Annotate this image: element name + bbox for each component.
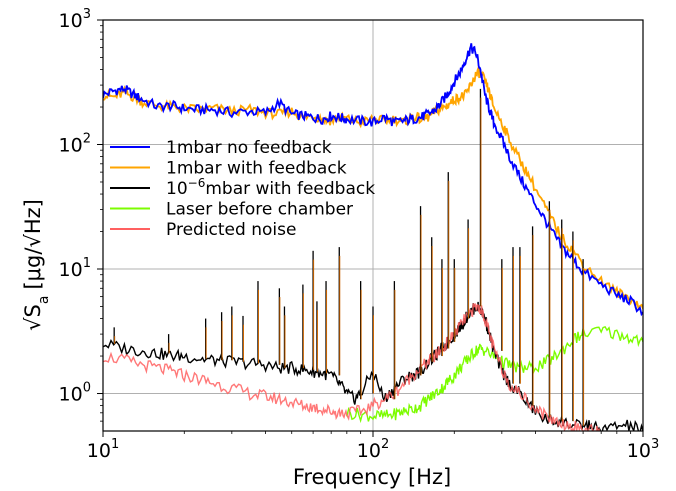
axis-ticks: 101 102 103 100 101 102 103: [59, 7, 660, 462]
y-axis-label-sub: a: [36, 296, 52, 305]
legend-label: Laser before chamber: [166, 200, 353, 220]
y-tick-label: 103: [59, 7, 91, 32]
y-tick-label: 102: [59, 132, 91, 157]
y-tick-label: 101: [59, 256, 91, 281]
series-layer: [103, 43, 643, 431]
series-line-4: [103, 303, 602, 431]
series-line-3: [346, 325, 643, 424]
x-tick-label: 102: [357, 437, 389, 462]
series-line-0: [103, 43, 643, 317]
x-axis-label: Frequency [Hz]: [293, 465, 451, 489]
legend-label: 1mbar no feedback: [166, 138, 332, 158]
y-axis-label-unit: [μg/√Hz]: [21, 199, 45, 289]
x-tick-label: 101: [87, 437, 119, 462]
y-axis-label-sqrt: √: [21, 317, 45, 331]
y-tick-label: 100: [59, 381, 91, 406]
svg-text:√Sa[μg/√Hz]: √Sa [μg/√Hz]: [21, 199, 52, 331]
legend-label: 1mbar with feedback: [166, 159, 347, 179]
legend-label: Predicted noise: [166, 220, 296, 240]
legend-label: 10−6mbar with feedback: [166, 176, 375, 199]
series-line-2: [103, 301, 643, 431]
x-tick-label: 103: [627, 437, 659, 462]
y-axis-label-s: S: [21, 304, 45, 317]
y-axis-label: √Sa [μg/√Hz]: [21, 199, 52, 331]
series-line-1: [103, 65, 643, 311]
